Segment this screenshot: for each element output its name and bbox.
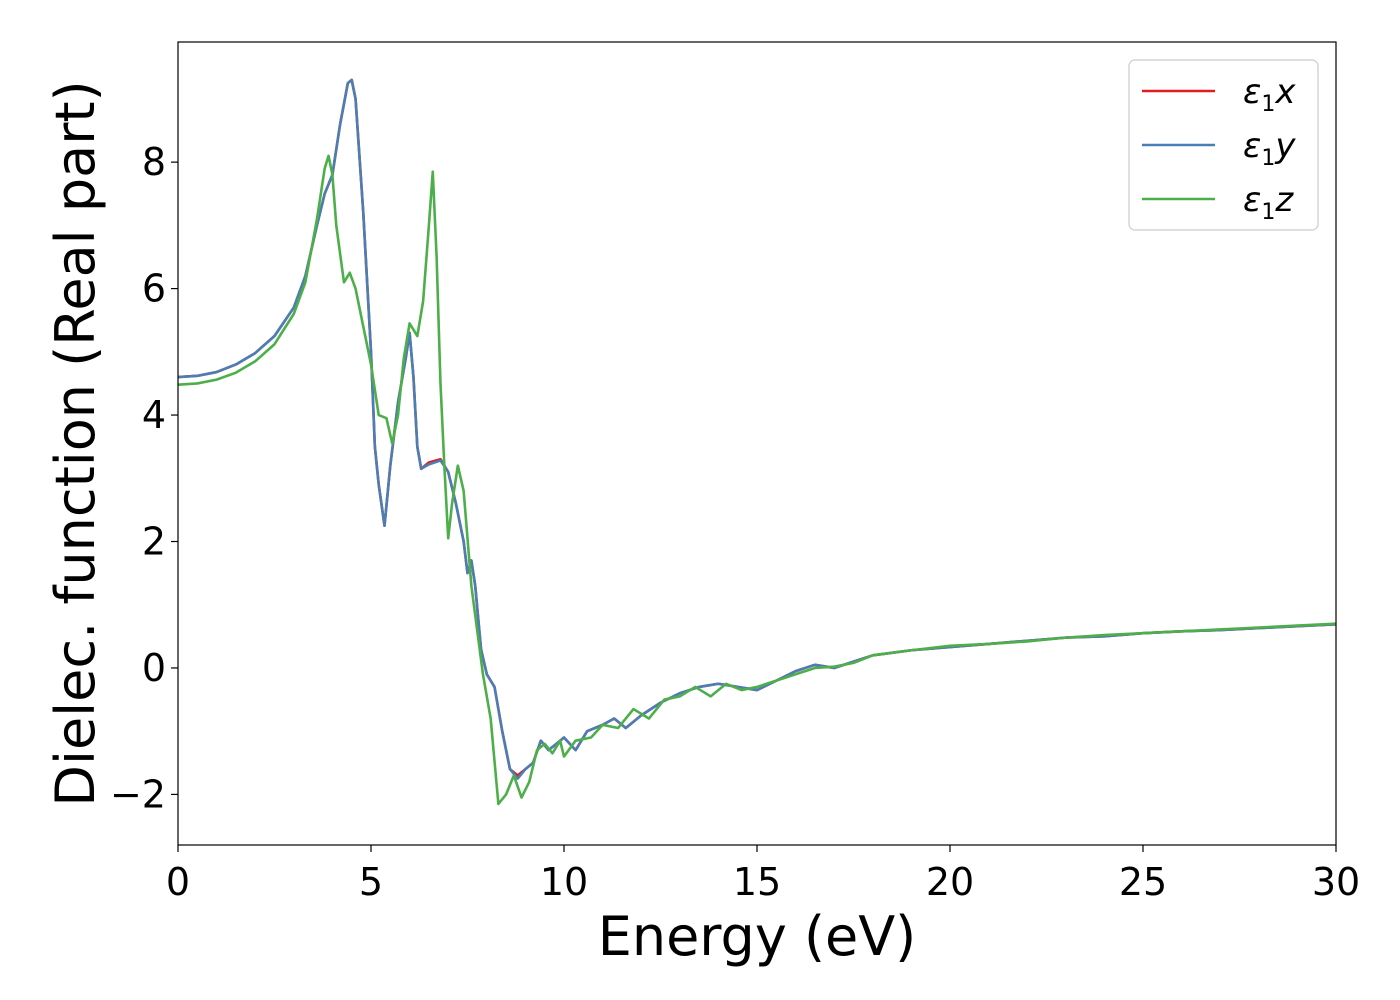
series-line-z bbox=[178, 154, 1336, 806]
legend-label-subscript: 1 bbox=[1261, 146, 1275, 171]
legend-label-subscript: 1 bbox=[1261, 92, 1275, 117]
legend-label-suffix: z bbox=[1274, 180, 1294, 220]
plot-series-group bbox=[178, 78, 1336, 806]
legend-label-suffix: y bbox=[1274, 126, 1296, 166]
y-axis-ticks: −2 0 2 4 6 8 bbox=[110, 140, 178, 816]
y-tick-label: 8 bbox=[142, 140, 166, 184]
x-tick-label: 20 bbox=[926, 860, 974, 904]
legend-label-base: ε bbox=[1243, 72, 1261, 112]
legend-label-base: ε bbox=[1243, 126, 1261, 166]
legend-label-suffix: x bbox=[1274, 72, 1296, 112]
x-axis-ticks: 0 5 10 15 20 25 30 bbox=[166, 845, 1360, 904]
y-tick-label: 2 bbox=[142, 520, 166, 564]
x-tick-label: 5 bbox=[359, 860, 383, 904]
y-tick-label: 4 bbox=[142, 393, 166, 437]
legend-box bbox=[1128, 59, 1319, 231]
x-axis-title: Energy (eV) bbox=[598, 905, 917, 968]
x-tick-label: 15 bbox=[733, 860, 781, 904]
x-tick-label: 30 bbox=[1312, 860, 1360, 904]
x-tick-label: 0 bbox=[166, 860, 190, 904]
legend-label-x: ε1x bbox=[1243, 72, 1296, 117]
x-tick-label: 25 bbox=[1119, 860, 1167, 904]
y-tick-label: 0 bbox=[142, 646, 166, 690]
legend-label-y: ε1y bbox=[1243, 126, 1296, 171]
y-axis-title: Dielec. function (Real part) bbox=[44, 80, 107, 806]
legend-label-z: ε1z bbox=[1243, 180, 1294, 225]
x-tick-label: 10 bbox=[540, 860, 588, 904]
y-tick-label: −2 bbox=[110, 772, 166, 816]
legend-label-subscript: 1 bbox=[1261, 200, 1275, 225]
legend-label-base: ε bbox=[1243, 180, 1261, 220]
y-tick-label: 6 bbox=[142, 267, 166, 311]
